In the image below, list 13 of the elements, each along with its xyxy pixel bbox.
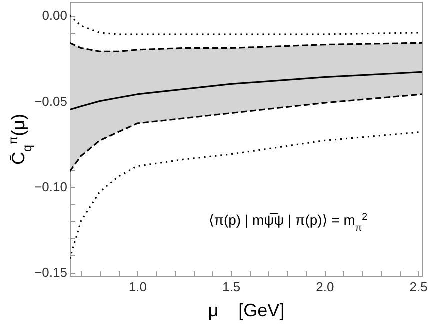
line-series — [70, 71, 422, 111]
y-tick-label: −0.15 — [34, 265, 68, 280]
line-series — [70, 131, 422, 260]
x-tick-label: 1.5 — [222, 280, 241, 294]
y-tick-label: −0.10 — [34, 179, 68, 194]
y-tick-label: 0.00 — [42, 8, 68, 24]
x-tick-label: 2.0 — [316, 280, 334, 294]
x-tick-label: 2.5 — [410, 280, 428, 294]
x-tick-label: 1.0 — [128, 280, 147, 294]
line-series — [70, 94, 422, 172]
x-axis-title: μ [GeV] — [208, 300, 285, 320]
line-series — [70, 42, 422, 52]
y-tick-label: −0.05 — [34, 94, 68, 109]
